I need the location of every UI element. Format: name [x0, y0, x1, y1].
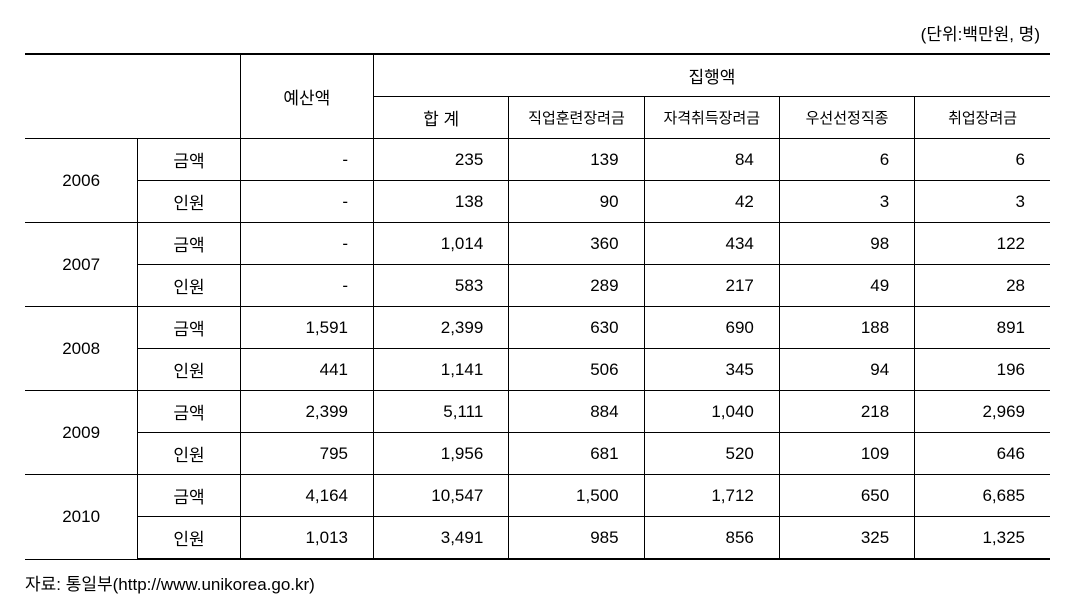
table-body: 2006금액-2351398466인원-1389042332007금액-1,01… [25, 139, 1050, 560]
data-cell: 1,500 [509, 475, 644, 517]
data-cell: 1,591 [240, 307, 373, 349]
year-cell: 2010 [25, 475, 138, 560]
type-cell: 인원 [138, 181, 241, 223]
data-cell: 49 [779, 265, 914, 307]
table-row: 2007금액-1,01436043498122 [25, 223, 1050, 265]
data-cell: 3 [915, 181, 1050, 223]
header-priority: 우선선정직종 [779, 97, 914, 139]
type-cell: 금액 [138, 475, 241, 517]
data-cell: 3 [779, 181, 914, 223]
data-cell: 235 [374, 139, 509, 181]
data-cell: 1,956 [374, 433, 509, 475]
data-cell: 520 [644, 433, 779, 475]
data-cell: 583 [374, 265, 509, 307]
type-cell: 인원 [138, 517, 241, 560]
table-row: 2006금액-2351398466 [25, 139, 1050, 181]
header-total: 합 계 [374, 97, 509, 139]
unit-label: (단위:백만원, 명) [25, 20, 1050, 45]
header-budget: 예산액 [240, 54, 373, 139]
data-cell: 6 [779, 139, 914, 181]
type-cell: 인원 [138, 349, 241, 391]
data-cell: 10,547 [374, 475, 509, 517]
data-cell: 138 [374, 181, 509, 223]
data-cell: 1,325 [915, 517, 1050, 560]
data-cell: 196 [915, 349, 1050, 391]
data-cell: - [240, 265, 373, 307]
data-cell: 139 [509, 139, 644, 181]
data-cell: 681 [509, 433, 644, 475]
data-cell: 795 [240, 433, 373, 475]
data-cell: 289 [509, 265, 644, 307]
type-cell: 금액 [138, 223, 241, 265]
data-cell: 42 [644, 181, 779, 223]
data-cell: 2,969 [915, 391, 1050, 433]
table-row: 인원7951,956681520109646 [25, 433, 1050, 475]
data-cell: 434 [644, 223, 779, 265]
table-row: 2010금액4,16410,5471,5001,7126506,685 [25, 475, 1050, 517]
type-cell: 인원 [138, 433, 241, 475]
data-cell: 98 [779, 223, 914, 265]
data-cell: 325 [779, 517, 914, 560]
data-cell: 646 [915, 433, 1050, 475]
year-cell: 2006 [25, 139, 138, 223]
data-cell: 122 [915, 223, 1050, 265]
data-cell: 650 [779, 475, 914, 517]
data-cell: 84 [644, 139, 779, 181]
data-cell: 1,040 [644, 391, 779, 433]
data-cell: 2,399 [240, 391, 373, 433]
data-cell: 506 [509, 349, 644, 391]
data-cell: 345 [644, 349, 779, 391]
header-empty [25, 54, 240, 139]
data-cell: 1,141 [374, 349, 509, 391]
data-cell: - [240, 223, 373, 265]
header-qualification: 자격취득장려금 [644, 97, 779, 139]
year-cell: 2009 [25, 391, 138, 475]
data-cell: 630 [509, 307, 644, 349]
source-label: 자료: 통일부(http://www.unikorea.go.kr) [25, 570, 1050, 595]
data-cell: - [240, 139, 373, 181]
data-cell: 109 [779, 433, 914, 475]
type-cell: 금액 [138, 307, 241, 349]
data-table: 예산액 집행액 합 계 직업훈련장려금 자격취득장려금 우선선정직종 취업장려금… [25, 53, 1050, 560]
data-cell: 856 [644, 517, 779, 560]
table-row: 인원-138904233 [25, 181, 1050, 223]
data-cell: 6 [915, 139, 1050, 181]
header-execution: 집행액 [374, 54, 1051, 97]
data-cell: 5,111 [374, 391, 509, 433]
data-cell: 690 [644, 307, 779, 349]
table-row: 2008금액1,5912,399630690188891 [25, 307, 1050, 349]
data-cell: 2,399 [374, 307, 509, 349]
type-cell: 금액 [138, 391, 241, 433]
type-cell: 금액 [138, 139, 241, 181]
data-cell: 1,712 [644, 475, 779, 517]
data-cell: 4,164 [240, 475, 373, 517]
header-training: 직업훈련장려금 [509, 97, 644, 139]
table-row: 인원4411,14150634594196 [25, 349, 1050, 391]
data-cell: 891 [915, 307, 1050, 349]
table-row: 인원-5832892174928 [25, 265, 1050, 307]
data-cell: - [240, 181, 373, 223]
table-row: 인원1,0133,4919858563251,325 [25, 517, 1050, 560]
type-cell: 인원 [138, 265, 241, 307]
data-cell: 90 [509, 181, 644, 223]
year-cell: 2008 [25, 307, 138, 391]
header-employment: 취업장려금 [915, 97, 1050, 139]
data-cell: 94 [779, 349, 914, 391]
data-cell: 1,014 [374, 223, 509, 265]
data-cell: 884 [509, 391, 644, 433]
table-row: 2009금액2,3995,1118841,0402182,969 [25, 391, 1050, 433]
data-cell: 3,491 [374, 517, 509, 560]
data-cell: 1,013 [240, 517, 373, 560]
data-cell: 6,685 [915, 475, 1050, 517]
data-cell: 360 [509, 223, 644, 265]
data-cell: 28 [915, 265, 1050, 307]
data-cell: 188 [779, 307, 914, 349]
data-cell: 218 [779, 391, 914, 433]
data-cell: 217 [644, 265, 779, 307]
year-cell: 2007 [25, 223, 138, 307]
data-cell: 441 [240, 349, 373, 391]
data-cell: 985 [509, 517, 644, 560]
